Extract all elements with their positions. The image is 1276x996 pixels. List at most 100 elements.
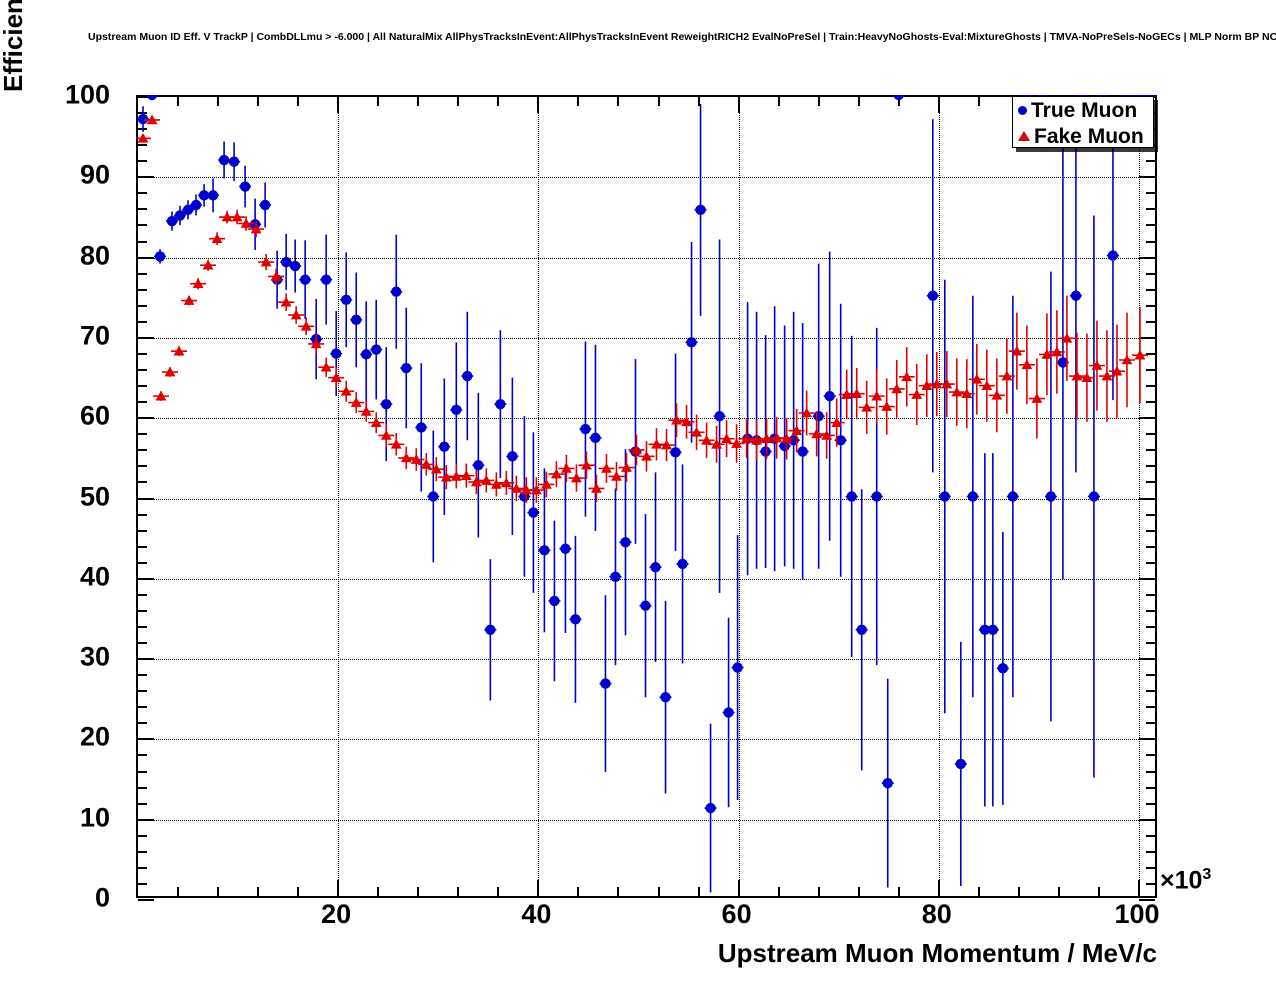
- y-axis-tick-minor: [1146, 850, 1155, 853]
- y-axis-tick-minor: [1146, 545, 1155, 548]
- y-axis-tick-minor: [138, 369, 147, 372]
- x-axis-tick-minor: [417, 887, 420, 896]
- y-axis-tick-major: [138, 336, 154, 339]
- y-axis-tick-minor: [138, 866, 147, 869]
- x-axis-tick-minor: [457, 97, 460, 106]
- y-axis-tick-minor: [138, 304, 147, 307]
- x-axis-tick-minor: [417, 97, 420, 106]
- x-axis-tick-minor: [777, 97, 780, 106]
- x-axis-tick-minor: [297, 97, 300, 106]
- y-axis-tick-major: [1139, 658, 1155, 661]
- y-axis-tick-minor: [1146, 160, 1155, 163]
- grid-line-horizontal: [138, 257, 1155, 259]
- y-axis-tick-minor: [138, 160, 147, 163]
- y-axis-tick-major: [1139, 738, 1155, 741]
- circle-marker-icon: [1018, 105, 1027, 115]
- y-axis-tick-minor: [138, 882, 147, 885]
- legend-entry-fake-muon: Fake Muon: [1013, 123, 1153, 149]
- y-axis-tick-label: 100: [64, 79, 110, 110]
- y-axis-tick-minor: [138, 481, 147, 484]
- y-axis-tick-minor: [138, 288, 147, 291]
- y-axis-tick-minor: [1146, 642, 1155, 645]
- x-axis-tick-major: [337, 97, 340, 113]
- x-axis-tick-minor: [577, 887, 580, 896]
- grid-line-horizontal: [138, 498, 1155, 500]
- page-title: Upstream Muon ID Eff. V TrackP | CombDLL…: [88, 31, 1276, 43]
- y-axis-tick-minor: [1146, 481, 1155, 484]
- x-axis-tick-minor: [817, 887, 820, 896]
- x-axis-tick-minor: [217, 887, 220, 896]
- x-axis-title: Upstream Muon Momentum / MeV/c: [717, 938, 1157, 968]
- grid-line-horizontal: [138, 819, 1155, 821]
- legend-entry-true-muon: True Muon: [1013, 97, 1153, 123]
- y-axis-tick-minor: [138, 240, 147, 243]
- x-axis-tick-minor: [697, 887, 700, 896]
- y-axis-tick-minor: [138, 722, 147, 725]
- y-axis-tick-minor: [138, 850, 147, 853]
- grid-line-horizontal: [138, 337, 1155, 339]
- y-axis-tick-minor: [138, 272, 147, 275]
- y-axis-tick-minor: [1146, 304, 1155, 307]
- y-axis-tick-major: [1139, 176, 1155, 179]
- x-axis-tick-minor: [977, 887, 980, 896]
- y-axis-tick-minor: [138, 706, 147, 709]
- x-axis-tick-minor: [1097, 887, 1100, 896]
- y-axis-tick-minor: [138, 561, 147, 564]
- y-axis-tick-minor: [1146, 465, 1155, 468]
- y-axis-tick-minor: [138, 192, 147, 195]
- x-axis-tick-minor: [857, 97, 860, 106]
- y-axis-tick-label: 30: [79, 641, 110, 672]
- y-axis-tick-minor: [1146, 529, 1155, 532]
- y-axis-tick-label: 0: [94, 882, 110, 913]
- x-axis-tick-label: 80: [921, 899, 952, 929]
- y-axis-tick-minor: [1146, 208, 1155, 211]
- x-axis-tick-minor: [657, 887, 660, 896]
- x-axis-tick-label: 60: [721, 899, 752, 929]
- x-axis-tick-minor: [217, 97, 220, 106]
- y-axis-tick-minor: [138, 529, 147, 532]
- x-axis-tick-minor: [497, 887, 500, 896]
- y-axis-tick-minor: [138, 642, 147, 645]
- y-axis-tick-minor: [1146, 272, 1155, 275]
- x-axis-tick-minor: [177, 887, 180, 896]
- x-axis-exponent: ×103: [1160, 866, 1212, 895]
- x-axis-tick-major: [937, 97, 940, 113]
- y-axis-tick-major: [138, 497, 154, 500]
- x-axis-tick-minor: [577, 97, 580, 106]
- x-axis-tick-minor: [857, 887, 860, 896]
- grid-line-vertical: [938, 97, 940, 896]
- x-axis-tick-major: [737, 880, 740, 896]
- y-axis-tick-minor: [1146, 385, 1155, 388]
- y-axis-tick-major: [1139, 577, 1155, 580]
- y-axis-tick-minor: [1146, 449, 1155, 452]
- y-axis-tick-major: [1139, 256, 1155, 259]
- y-axis-tick-major: [1139, 497, 1155, 500]
- x-axis-tick-major: [1137, 880, 1140, 896]
- y-axis-tick-minor: [1146, 866, 1155, 869]
- x-axis-tick-label: 100: [1114, 899, 1160, 929]
- y-axis-tick-minor: [1146, 433, 1155, 436]
- y-axis-tick-label: 10: [79, 802, 110, 833]
- y-axis-tick-label: 20: [79, 721, 110, 752]
- y-axis-tick-minor: [1146, 224, 1155, 227]
- x-axis-tick-minor: [1017, 887, 1020, 896]
- x-axis-tick-minor: [617, 887, 620, 896]
- x-axis-tick-minor: [817, 97, 820, 106]
- y-axis-tick-minor: [1146, 834, 1155, 837]
- grid-line-horizontal: [138, 177, 1155, 179]
- x-axis-tick-major: [737, 97, 740, 113]
- x-axis-tick-minor: [377, 887, 380, 896]
- x-axis-tick-minor: [897, 97, 900, 106]
- y-axis-tick-minor: [138, 320, 147, 323]
- y-axis-tick-label: 80: [79, 240, 110, 271]
- y-axis-tick-minor: [1146, 674, 1155, 677]
- y-axis-tick-major: [138, 577, 154, 580]
- y-axis-tick-minor: [1146, 369, 1155, 372]
- y-axis-tick-major: [138, 417, 154, 420]
- y-axis-tick-minor: [1146, 513, 1155, 516]
- y-axis-tick-minor: [138, 754, 147, 757]
- y-axis-tick-minor: [138, 593, 147, 596]
- x-axis-tick-minor: [657, 97, 660, 106]
- y-axis-tick-minor: [1146, 690, 1155, 693]
